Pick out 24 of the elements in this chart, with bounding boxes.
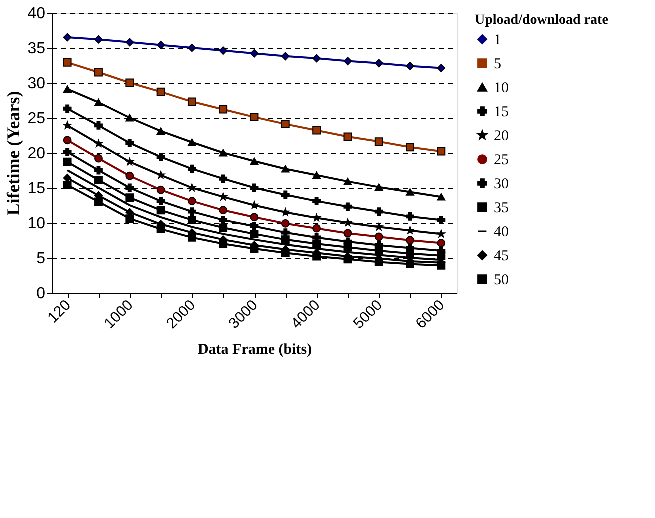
legend-label: 1 <box>494 32 502 48</box>
legend-label: 30 <box>494 176 509 192</box>
x-axis-title: Data Frame (bits) <box>198 342 312 358</box>
legend-label: 45 <box>494 248 509 264</box>
legend-label: 40 <box>494 224 509 240</box>
y-tick-label: 30 <box>28 76 46 92</box>
legend-label: 20 <box>494 128 509 144</box>
y-tick-label: 0 <box>36 286 46 302</box>
y-tick-label: 25 <box>28 110 46 128</box>
y-axis-title: Lifetime (Years) <box>4 91 24 216</box>
legend-label: 25 <box>494 152 509 168</box>
y-tick-label: 5 <box>36 250 46 268</box>
y-tick-label: 20 <box>28 146 46 162</box>
legend-label: 5 <box>494 56 502 72</box>
x-tick-label: 120 <box>44 296 74 327</box>
y-tick-label: 15 <box>28 180 46 198</box>
legend-title: Upload/download rate <box>475 13 608 28</box>
y-tick-label: 35 <box>28 40 46 58</box>
legend-label: 10 <box>494 80 509 96</box>
y-tick-label: 10 <box>28 216 46 232</box>
y-tick-label: 40 <box>28 6 46 22</box>
legend-label: 35 <box>494 200 509 216</box>
legend-label: 15 <box>494 104 509 120</box>
legend-label: 50 <box>494 272 509 288</box>
